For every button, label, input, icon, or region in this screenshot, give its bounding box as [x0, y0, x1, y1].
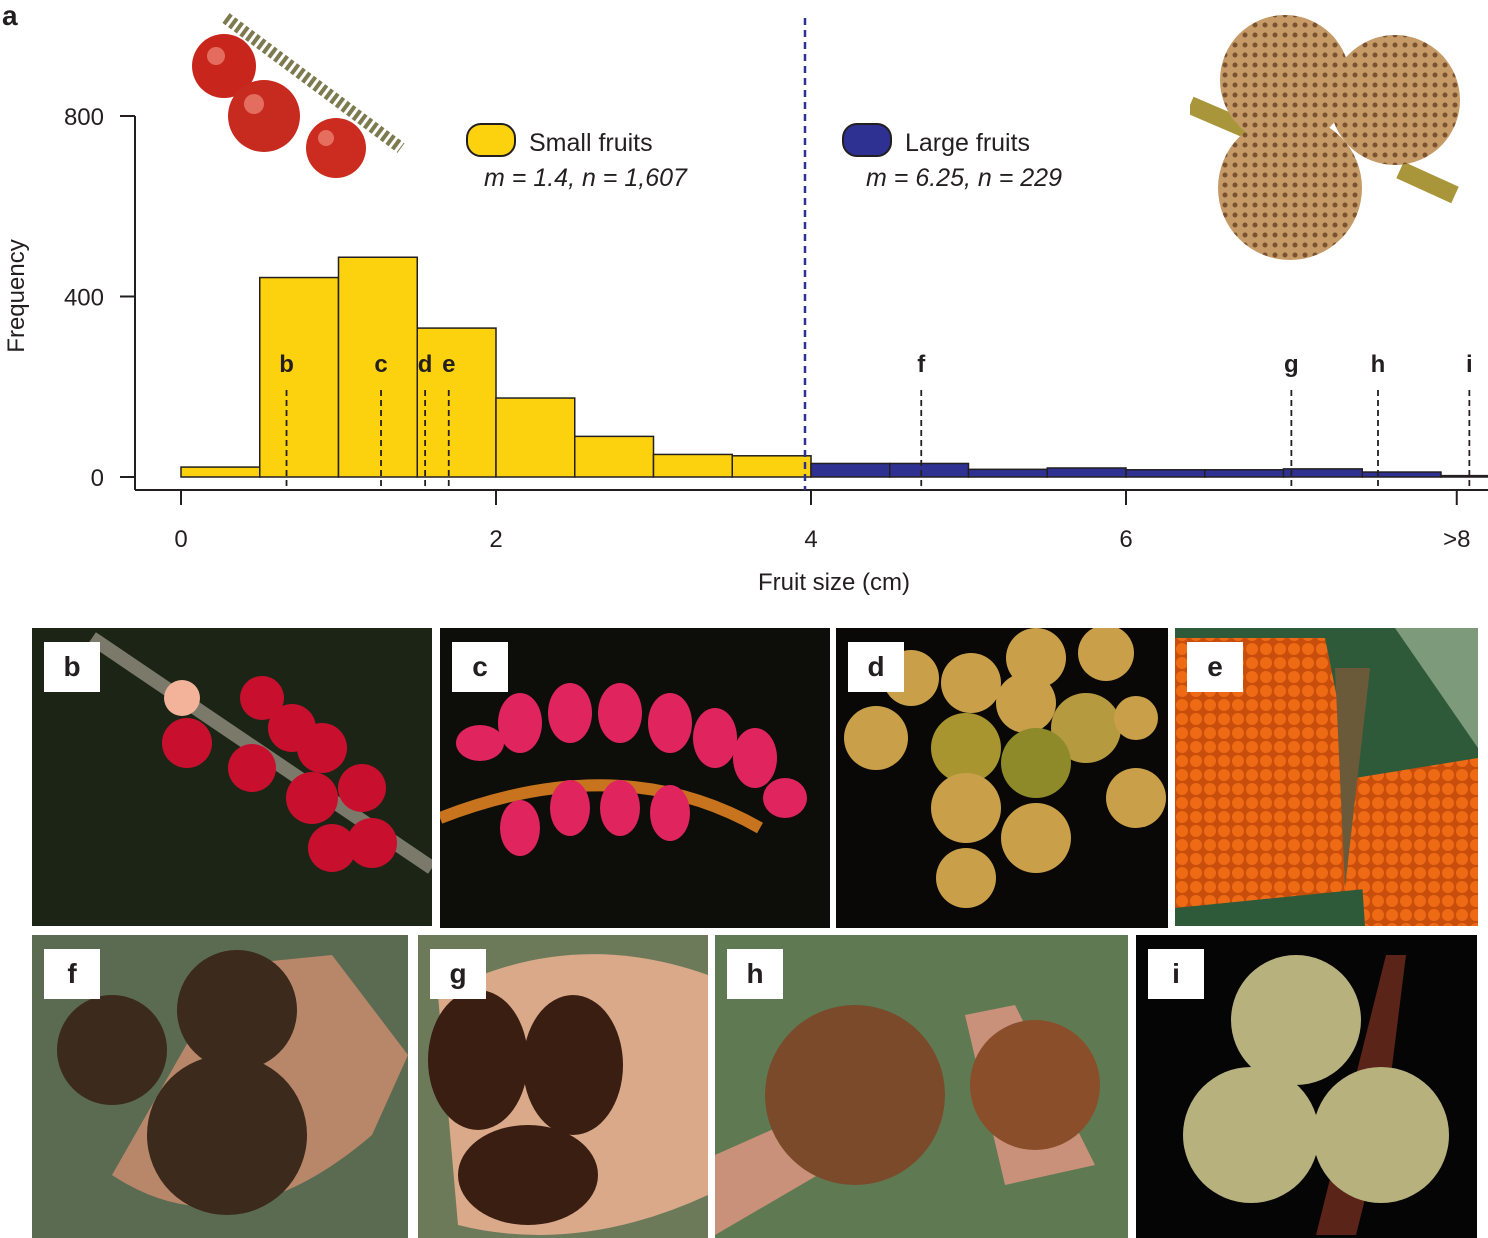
photo-label-h: h [727, 949, 783, 999]
photo-label-f: f [44, 949, 100, 999]
x-tick-label-4: >8 [1443, 526, 1470, 553]
histogram-bar-large-1 [889, 462, 970, 478]
photo-panel-h: h [715, 935, 1128, 1238]
photo-d-image [836, 628, 1168, 928]
histogram-bar-large-7 [1361, 471, 1442, 478]
histogram-bar-large-5 [1204, 469, 1285, 478]
marker-label-c: c [374, 351, 387, 378]
photo-panel-d: d [836, 628, 1168, 928]
legend-large-label: Large fruits [905, 129, 1030, 157]
histogram-bar-small-0 [180, 466, 261, 478]
histogram-bar-large-3 [1046, 467, 1127, 478]
marker-label-i: i [1466, 351, 1473, 378]
photo-label-c: c [452, 642, 508, 692]
photo-panel-g: g [418, 935, 708, 1238]
legend-small-label: Small fruits [529, 129, 653, 157]
x-tick-label-1: 2 [489, 526, 502, 553]
marker-label-d: d [418, 351, 433, 378]
photo-label-b: b [44, 642, 100, 692]
photo-panel-c: c [440, 628, 830, 928]
legend-large-fruits: Large fruits m = 6.25, n = 229 [842, 123, 1062, 192]
panel-label-a: a [2, 0, 18, 31]
photo-label-e: e [1187, 642, 1243, 692]
marker-label-g: g [1284, 351, 1299, 378]
small-fruit-cutout-image [176, 8, 408, 188]
legend-small-stats: m = 1.4, n = 1,607 [484, 164, 688, 192]
histogram-bar-small-7 [731, 455, 812, 478]
y-axis-label: Frequency [3, 239, 30, 352]
ticks-group: 0 400 800 0 2 4 6 >8 [64, 104, 1470, 553]
x-tick-label-0: 0 [174, 526, 187, 553]
marker-label-e: e [442, 351, 455, 378]
bars-group [180, 256, 1488, 478]
histogram-bar-small-5 [574, 435, 655, 478]
histogram-bar-large-8 [1440, 474, 1488, 478]
photo-panel-f: f [32, 935, 408, 1238]
y-tick-label-2: 800 [64, 104, 104, 131]
histogram-bar-small-3 [416, 327, 497, 478]
histogram-bar-small-4 [495, 397, 576, 478]
photo-label-g: g [430, 949, 486, 999]
histogram-bar-small-6 [652, 453, 733, 478]
histogram-bar-large-4 [1125, 469, 1206, 478]
photo-label-d: d [848, 642, 904, 692]
legend-small-swatch [466, 123, 516, 157]
histogram-bar-large-0 [810, 462, 891, 478]
x-axis-label: Fruit size (cm) [758, 569, 910, 596]
histogram-bar-large-2 [967, 468, 1048, 478]
y-tick-label-0: 0 [91, 465, 104, 492]
x-tick-label-3: 6 [1119, 526, 1132, 553]
y-tick-label-1: 400 [64, 285, 104, 312]
photo-panel-b: b [32, 628, 432, 926]
photo-label-i: i [1148, 949, 1204, 999]
legend-small-fruits: Small fruits m = 1.4, n = 1,607 [466, 123, 688, 192]
photo-h-image [715, 935, 1128, 1238]
photo-g-image [418, 935, 708, 1238]
marker-label-f: f [917, 351, 926, 378]
x-tick-label-2: 4 [804, 526, 817, 553]
photo-panel-e: e [1175, 628, 1478, 926]
histogram-bar-large-6 [1282, 468, 1363, 478]
marker-label-h: h [1371, 351, 1386, 378]
legend-large-swatch [842, 123, 892, 157]
large-fruit-cutout-image [1186, 10, 1470, 268]
marker-label-b: b [279, 351, 294, 378]
histogram-bar-small-1 [259, 276, 340, 478]
legend-large-stats: m = 6.25, n = 229 [866, 164, 1062, 192]
photo-panel-i: i [1136, 935, 1477, 1238]
